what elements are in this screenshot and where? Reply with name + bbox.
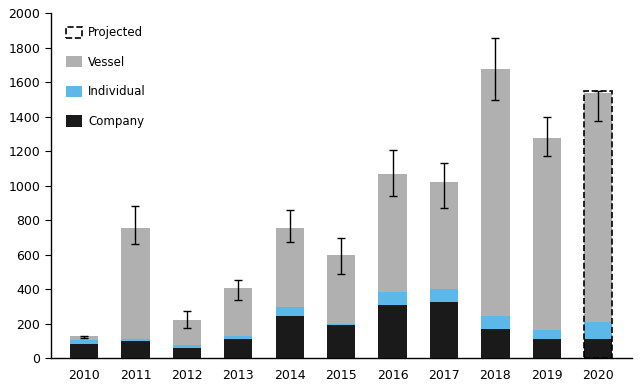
- Bar: [481, 69, 509, 316]
- Bar: [584, 322, 612, 339]
- Bar: [481, 329, 509, 358]
- Bar: [224, 288, 252, 336]
- Bar: [70, 340, 98, 344]
- Bar: [584, 91, 612, 358]
- Bar: [70, 344, 98, 358]
- Bar: [122, 341, 150, 358]
- Bar: [532, 330, 561, 339]
- Bar: [276, 316, 304, 358]
- Bar: [378, 305, 406, 358]
- Bar: [276, 228, 304, 307]
- Bar: [122, 339, 150, 341]
- Bar: [532, 138, 561, 330]
- Bar: [378, 292, 406, 305]
- Bar: [584, 93, 612, 322]
- Bar: [532, 339, 561, 358]
- Bar: [173, 345, 201, 348]
- Bar: [70, 336, 98, 340]
- Bar: [224, 336, 252, 339]
- Bar: [276, 307, 304, 316]
- Bar: [430, 289, 458, 302]
- Bar: [481, 316, 509, 329]
- Bar: [584, 339, 612, 358]
- Bar: [224, 339, 252, 358]
- Bar: [378, 174, 406, 292]
- Bar: [122, 228, 150, 339]
- Bar: [173, 348, 201, 358]
- Bar: [327, 255, 355, 324]
- Bar: [327, 324, 355, 326]
- Bar: [430, 302, 458, 358]
- Legend: Projected, , Vessel, , Individual, , Company: Projected, , Vessel, , Individual, , Com…: [62, 23, 150, 131]
- Bar: [173, 320, 201, 345]
- Bar: [430, 183, 458, 289]
- Bar: [327, 326, 355, 358]
